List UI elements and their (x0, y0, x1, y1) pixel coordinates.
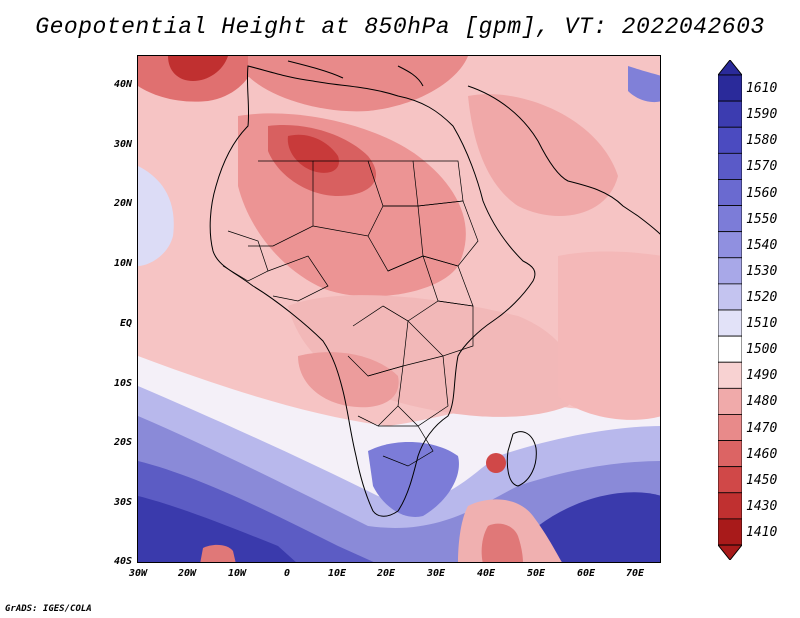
colorbar-label: 1540 (746, 237, 778, 253)
colorbar-swatch (718, 492, 742, 520)
south-africa-field (368, 441, 459, 517)
colorbar-label: 1430 (746, 498, 778, 514)
lat-label-30n: 30N (113, 139, 132, 150)
lon-label-0: 0 (283, 568, 291, 579)
arabia-coastline (467, 85, 660, 235)
italy-coastline (397, 65, 424, 87)
colorbar-label: 1470 (746, 420, 778, 436)
west-atlantic-field (138, 166, 174, 266)
colorbar-swatch (718, 309, 742, 337)
lon-label-30w: 30W (128, 568, 148, 579)
colorbar-label: 1580 (746, 133, 778, 149)
madagascar-coastline (506, 431, 537, 487)
colorbar-label: 1560 (746, 185, 778, 201)
colorbar-label: 1500 (746, 342, 778, 358)
border-segment (267, 255, 329, 302)
lon-label-60e: 60E (576, 568, 596, 579)
colorbar-label: 1570 (746, 159, 778, 175)
lon-label-20e: 20E (376, 568, 396, 579)
colorbar-swatch (718, 179, 742, 206)
colorbar-top-arrow (718, 60, 742, 76)
lon-label-70e: 70E (625, 568, 645, 579)
lon-label-30e: 30E (426, 568, 446, 579)
madagascar-low-field (486, 453, 506, 473)
lon-label-10e: 10E (327, 568, 347, 579)
colorbar-swatch (718, 126, 742, 154)
border-segment (347, 305, 409, 377)
lat-label-20s: 20S (113, 437, 132, 448)
colorbar-label: 1490 (746, 368, 778, 384)
colorbar (718, 60, 742, 560)
arabian-field (468, 94, 618, 216)
colorbar-swatch (718, 74, 742, 102)
sahara-core (287, 134, 339, 173)
lat-label-40s: 40S (113, 556, 132, 567)
lat-label-eq: EQ (119, 318, 132, 329)
height-field-map (138, 56, 660, 562)
lat-label-30s: 30S (113, 497, 132, 508)
colorbar-swatch (718, 205, 742, 233)
colorbar-swatch (718, 335, 742, 363)
colorbar-swatch (718, 518, 742, 546)
colorbar-label: 1590 (746, 107, 778, 123)
coastlines (209, 60, 660, 517)
congo-basin-field (298, 352, 399, 408)
colorbar-swatch (718, 152, 742, 180)
colorbar-label: 1610 (746, 81, 778, 97)
southwest-ridge-field (200, 544, 236, 562)
colorbar-label: 1520 (746, 289, 778, 305)
border-segment (397, 355, 449, 427)
indian-ocean-field (558, 251, 660, 420)
colorbar-swatch (718, 414, 742, 441)
map-title: Geopotential Height at 850hPa [gpm], VT:… (35, 14, 765, 40)
country-borders (222, 160, 479, 467)
lat-label-40n: 40N (113, 79, 132, 90)
colorbar-label: 1410 (746, 524, 778, 540)
colorbar-label: 1530 (746, 263, 778, 279)
colorbar-label: 1510 (746, 316, 778, 332)
africa-coastline (209, 65, 536, 517)
colorbar-swatch (718, 466, 742, 494)
mediterranean-field (248, 56, 468, 112)
border-segment (407, 300, 474, 357)
lat-label-10s: 10S (113, 378, 132, 389)
colorbar-swatch (718, 283, 742, 311)
colorbar-label: 1450 (746, 472, 778, 488)
border-segment (357, 365, 404, 427)
lat-label-10n: 10N (113, 258, 132, 269)
lon-label-50e: 50E (526, 568, 546, 579)
south-ocean-field-4 (138, 496, 296, 562)
northeast-corner-field (628, 66, 660, 103)
footer-credit: GrADS: IGES/COLA (5, 604, 92, 614)
colorbar-swatch (718, 387, 742, 415)
colorbar-swatch (718, 257, 742, 285)
southeast-ocean-field (538, 492, 660, 562)
lat-label-20n: 20N (113, 198, 132, 209)
southern-ridge-core (481, 523, 523, 562)
map-frame[interactable] (137, 55, 661, 563)
lon-label-40e: 40E (476, 568, 496, 579)
lon-label-10w: 10W (227, 568, 247, 579)
colorbar-label: 1460 (746, 446, 778, 462)
colorbar-label: 1550 (746, 211, 778, 227)
lon-label-20w: 20W (177, 568, 197, 579)
colorbar-swatch (718, 100, 742, 128)
colorbar-swatch (718, 361, 742, 389)
colorbar-bottom-arrow (718, 544, 742, 560)
colorbar-swatch (718, 231, 742, 259)
northwest-high-core (168, 56, 228, 81)
border-segment (378, 425, 434, 467)
colorbar-label: 1480 (746, 394, 778, 410)
iberia-coastline (287, 60, 344, 79)
colorbar-swatch (718, 440, 742, 468)
